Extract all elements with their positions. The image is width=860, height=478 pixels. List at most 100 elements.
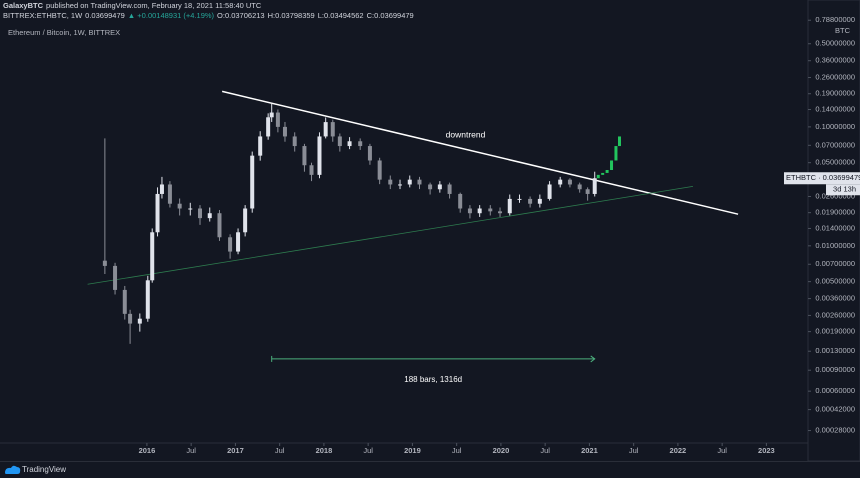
x-tick-label: Jul — [452, 446, 462, 455]
candle-body — [417, 179, 422, 185]
x-tick-label: Jul — [186, 446, 196, 455]
symbol: BITTREX:ETHBTC, 1W — [3, 11, 83, 20]
x-tick-label: 2020 — [493, 446, 510, 455]
x-tick-label: 2018 — [316, 446, 333, 455]
projection-bar — [601, 172, 605, 175]
candle-body — [188, 208, 193, 210]
annotation: downtrend — [446, 130, 486, 140]
candle-body — [228, 237, 233, 252]
y-tick-label: 0.50000000 — [815, 39, 855, 48]
y-tick-label: 0.01900000 — [815, 208, 855, 217]
candle-body — [309, 165, 314, 175]
y-tick-label: 0.00130000 — [815, 346, 855, 355]
projection-bar — [605, 170, 609, 173]
projection-bar — [610, 160, 614, 171]
low: L:0.03494562 — [317, 11, 364, 20]
candle-body — [447, 184, 452, 194]
high: H:0.03798359 — [267, 11, 315, 20]
y-tick-label: 0.05000000 — [815, 158, 855, 167]
candle-body — [428, 184, 433, 190]
candle-body — [407, 179, 412, 185]
candle-body — [122, 289, 127, 314]
y-tick-label: 0.78800000 — [815, 15, 855, 24]
last-price-label: ETHBTC · 0.03699479 — [786, 173, 860, 182]
candle-body — [528, 198, 533, 204]
candle-body — [398, 184, 403, 186]
x-tick-label: Jul — [363, 446, 373, 455]
close: C:0.03699479 — [366, 11, 414, 20]
y-tick-label: 0.01400000 — [815, 223, 855, 232]
projection-bar — [614, 146, 618, 161]
candle-body — [323, 122, 328, 137]
price-axis — [807, 0, 860, 462]
candle-body — [250, 155, 255, 209]
footer: TradingView — [0, 461, 860, 478]
y-tick-label: 0.10000000 — [815, 122, 855, 131]
candle-body — [302, 146, 307, 166]
candle-body — [113, 265, 118, 290]
countdown-box — [826, 184, 860, 196]
candle-body — [358, 141, 363, 147]
candle-body — [567, 179, 572, 185]
candle-body — [388, 179, 393, 185]
trendline — [87, 186, 694, 285]
candle-body — [167, 184, 172, 204]
published: published on TradingView.com, February 1… — [46, 1, 262, 10]
candle-body — [177, 203, 182, 209]
x-tick-label: Jul — [540, 446, 550, 455]
candle-body — [377, 160, 382, 180]
candle-body — [198, 208, 203, 219]
y-tick-label: 0.00028000 — [815, 426, 855, 435]
header-line: GalaxyBTC published on TradingView.com, F… — [3, 1, 417, 11]
measure-label: 188 bars, 1316d — [404, 375, 462, 384]
candle-body — [498, 211, 503, 214]
y-tick-label: 0.14000000 — [815, 104, 855, 113]
candle-body — [243, 208, 248, 233]
chart-title: Ethereum / Bitcoin, 1W, BITTREX — [8, 28, 120, 37]
y-tick-label: 0.02600000 — [815, 191, 855, 200]
y-tick-label: 0.36000000 — [815, 56, 855, 65]
candle-body — [128, 313, 133, 324]
candle-body — [367, 146, 372, 161]
y-tick-label: 0.00190000 — [815, 327, 855, 336]
x-tick-label: Jul — [275, 446, 285, 455]
y-tick-label: 0.00090000 — [815, 365, 855, 374]
candle-body — [517, 198, 522, 200]
y-tick-label: 0.26000000 — [815, 73, 855, 82]
candle-body — [269, 112, 274, 118]
projection-bar — [596, 174, 600, 179]
candle-body — [488, 208, 493, 212]
candle-body — [507, 198, 512, 214]
candle-body — [458, 193, 463, 209]
y-tick-label: 0.00260000 — [815, 310, 855, 319]
y-tick-label: 0.00700000 — [815, 259, 855, 268]
change: ▲ +0.00148931 (+4.19%) — [127, 11, 215, 20]
open: O:0.03706213 — [217, 11, 265, 20]
y-tick-label: 0.00042000 — [815, 405, 855, 414]
candle-body — [258, 136, 263, 156]
x-tick-label: 2021 — [581, 446, 598, 455]
x-tick-label: Jul — [629, 446, 639, 455]
x-tick-label: 2016 — [139, 446, 156, 455]
x-tick-label: 2019 — [404, 446, 421, 455]
candle-body — [337, 136, 342, 147]
candle-body — [145, 280, 150, 319]
currency: BTC — [835, 26, 851, 35]
candle-body — [585, 189, 590, 194]
candle-body — [217, 213, 222, 238]
header-line: BITTREX:ETHBTC, 1W 0.03699479 ▲ +0.0014893… — [3, 11, 417, 21]
candle-body — [477, 208, 482, 214]
candle-body — [266, 117, 271, 137]
x-tick-label: Jul — [717, 446, 727, 455]
y-tick-label: 0.00500000 — [815, 277, 855, 286]
candle-body — [437, 184, 442, 190]
projection-bar — [617, 136, 621, 147]
candle-body — [330, 122, 335, 137]
x-tick-label: 2023 — [758, 446, 775, 455]
y-tick-label: 0.07000000 — [815, 140, 855, 149]
candle-body — [317, 136, 322, 175]
trendline — [221, 90, 739, 215]
x-tick-label: 2022 — [670, 446, 687, 455]
